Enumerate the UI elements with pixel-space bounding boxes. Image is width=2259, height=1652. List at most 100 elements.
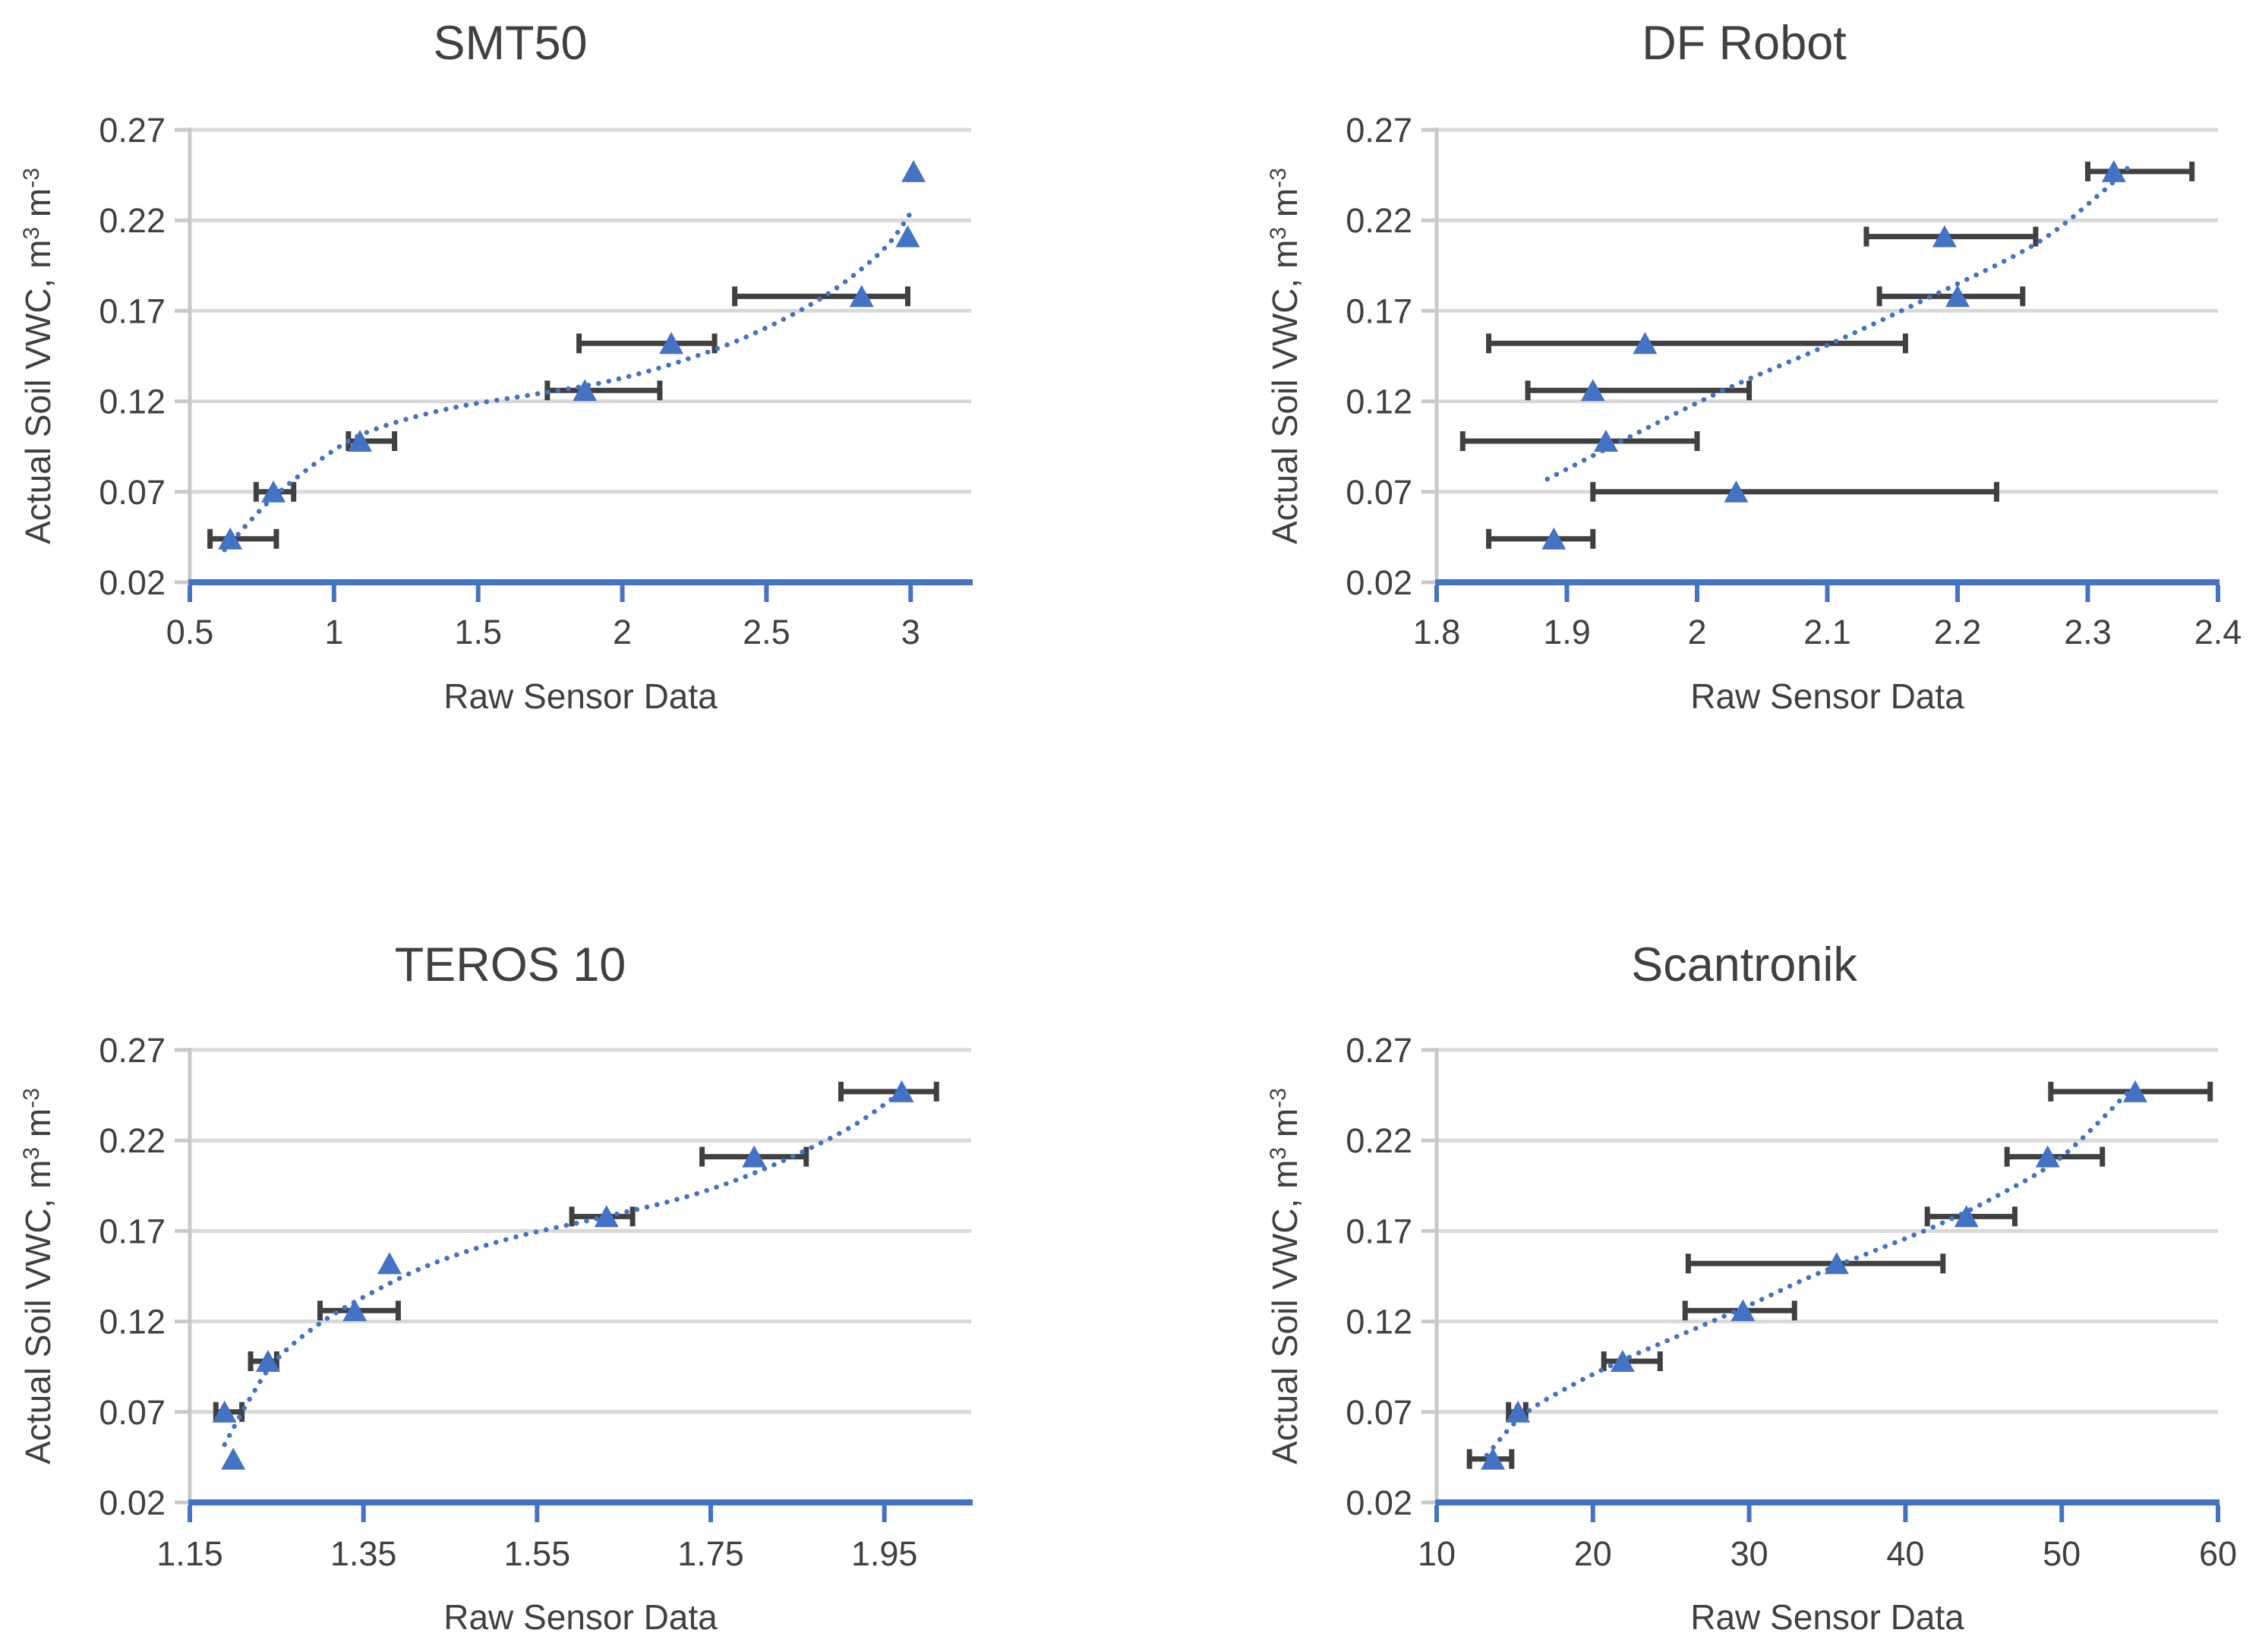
x-tick-label: 1.95 [851, 1534, 918, 1573]
data-point-marker [261, 480, 286, 503]
data-point-marker [594, 1205, 619, 1228]
chart-df-robot: DF Robot Raw Sensor Data Actual Soil VWC… [1265, 17, 2242, 716]
data-point-marker [1481, 1447, 1506, 1470]
chart-scantronik: Scantronik Raw Sensor Data Actual Soil V… [1265, 938, 2237, 1637]
y-tick-label: 0.12 [1346, 383, 1412, 421]
data-point-marker [212, 1400, 237, 1423]
y-axis-title: Actual Soil VWC, m3 m-3 [18, 168, 58, 544]
data-point-marker [2101, 159, 2126, 182]
data-point-marker [255, 1350, 280, 1373]
error-bar [1876, 286, 2026, 307]
error-bar [1459, 431, 1700, 452]
x-tick-label: 2.1 [1803, 613, 1851, 651]
y-tick-label: 0.12 [99, 1303, 166, 1341]
error-bar [2004, 1146, 2106, 1167]
y-tick-label: 0.17 [1346, 1212, 1412, 1250]
error-bar [838, 1081, 939, 1102]
data-point-marker [1610, 1350, 1635, 1373]
x-tick-label: 1.75 [677, 1534, 744, 1573]
chart-title: TEROS 10 [395, 938, 626, 992]
x-tick-label: 20 [1574, 1534, 1612, 1573]
chart-smt50: SMT50 Raw Sensor Data Actual Soil VWC, m… [18, 17, 973, 716]
y-tick-label: 0.12 [1346, 1303, 1412, 1341]
y-tick-label: 0.22 [99, 201, 166, 240]
data-point-marker [1824, 1252, 1849, 1275]
y-axis-title: Actual Soil VWC, m3 m-3 [1265, 1088, 1305, 1464]
y-tick-label: 0.17 [99, 292, 166, 330]
data-point-marker [895, 225, 920, 247]
error-bar [1590, 481, 1999, 502]
data-point-marker [218, 527, 243, 550]
plot-area: 0.02 0.07 0.12 0.17 0.22 0.27 10 20 30 40 50 60 [1346, 1031, 2237, 1573]
plot-area: 0.02 0.07 0.12 0.17 0.22 0.27 0.5 1 1.5 2 2.5 3 [99, 111, 973, 651]
error-bar [576, 333, 718, 354]
data-point-marker [1580, 379, 1605, 402]
x-tick-label: 1.9 [1543, 613, 1591, 651]
data-point-marker [1633, 332, 1658, 355]
x-tick-label: 2.4 [2194, 613, 2242, 651]
trend-line [222, 1089, 904, 1447]
data-point-marker [889, 1080, 914, 1102]
x-tick-label: 30 [1731, 1534, 1768, 1573]
trend-line [1484, 1087, 2134, 1458]
x-axis-title: Raw Sensor Data [443, 676, 718, 716]
y-tick-label: 0.02 [99, 563, 166, 602]
chart-title: Scantronik [1631, 938, 1857, 992]
x-tick-label: 60 [2199, 1534, 2237, 1573]
y-tick-label: 0.27 [1346, 111, 1412, 150]
chart-teros-10: TEROS 10 Raw Sensor Data Actual Soil VWC… [18, 938, 973, 1637]
y-tick-label: 0.17 [99, 1212, 166, 1250]
error-bar [1486, 528, 1596, 549]
error-bar [1486, 333, 1908, 354]
x-tick-label: 2 [613, 613, 632, 651]
data-point-marker [2122, 1080, 2147, 1102]
y-tick-label: 0.22 [99, 1121, 166, 1160]
data-point-marker [342, 1299, 368, 1322]
y-tick-label: 0.07 [99, 1393, 166, 1432]
data-point-marker [377, 1252, 402, 1275]
error-bar [1685, 1253, 1946, 1274]
data-point-marker [849, 285, 874, 307]
error-bar [1525, 380, 1753, 401]
data-point-marker [221, 1447, 246, 1470]
error-bar [732, 286, 910, 307]
x-tick-label: 1.8 [1413, 613, 1461, 651]
trend-line [1544, 159, 2136, 482]
x-tick-label: 1.35 [330, 1534, 397, 1573]
y-tick-label: 0.27 [99, 111, 166, 150]
data-point-marker [1954, 1205, 1979, 1228]
y-tick-label: 0.07 [99, 473, 166, 512]
error-bar [2085, 161, 2195, 181]
data-point-marker [1541, 527, 1566, 550]
data-point-marker [1593, 430, 1618, 452]
x-tick-label: 1.55 [504, 1534, 571, 1573]
x-tick-label: 40 [1886, 1534, 1924, 1573]
x-tick-label: 1.5 [454, 613, 502, 651]
x-tick-label: 2.2 [1934, 613, 1982, 651]
x-axis-title: Raw Sensor Data [1690, 1597, 1964, 1637]
data-point-marker [1506, 1400, 1531, 1423]
y-tick-label: 0.22 [1346, 201, 1412, 240]
data-point-marker [1724, 480, 1749, 503]
y-tick-label: 0.02 [1346, 1483, 1412, 1522]
chart-title: SMT50 [433, 17, 587, 70]
plot-area: 0.02 0.07 0.12 0.17 0.22 0.27 1.8 1.9 2 2.1 2.2 2.3… [1346, 111, 2242, 651]
y-tick-label: 0.22 [1346, 1121, 1412, 1160]
data-point-marker [1932, 225, 1957, 247]
data-point-marker [348, 430, 373, 452]
trend-line [222, 210, 913, 553]
x-tick-label: 1 [324, 613, 343, 651]
data-point-marker [742, 1145, 767, 1168]
y-axis-title: Actual Soil VWC, m3 m-3 [18, 1088, 58, 1464]
plot-area: 0.02 0.07 0.12 0.17 0.22 0.27 1.15 1.35 1.55 1.75… [99, 1031, 973, 1573]
x-axis-title: Raw Sensor Data [443, 1597, 718, 1637]
y-tick-label: 0.27 [99, 1031, 166, 1070]
y-tick-label: 0.02 [99, 1483, 166, 1522]
y-tick-label: 0.27 [1346, 1031, 1412, 1070]
x-tick-label: 10 [1418, 1534, 1456, 1573]
data-point-marker [1945, 285, 1970, 307]
x-axis-title: Raw Sensor Data [1690, 676, 1964, 716]
error-bar [207, 528, 279, 549]
error-bar [544, 380, 663, 401]
